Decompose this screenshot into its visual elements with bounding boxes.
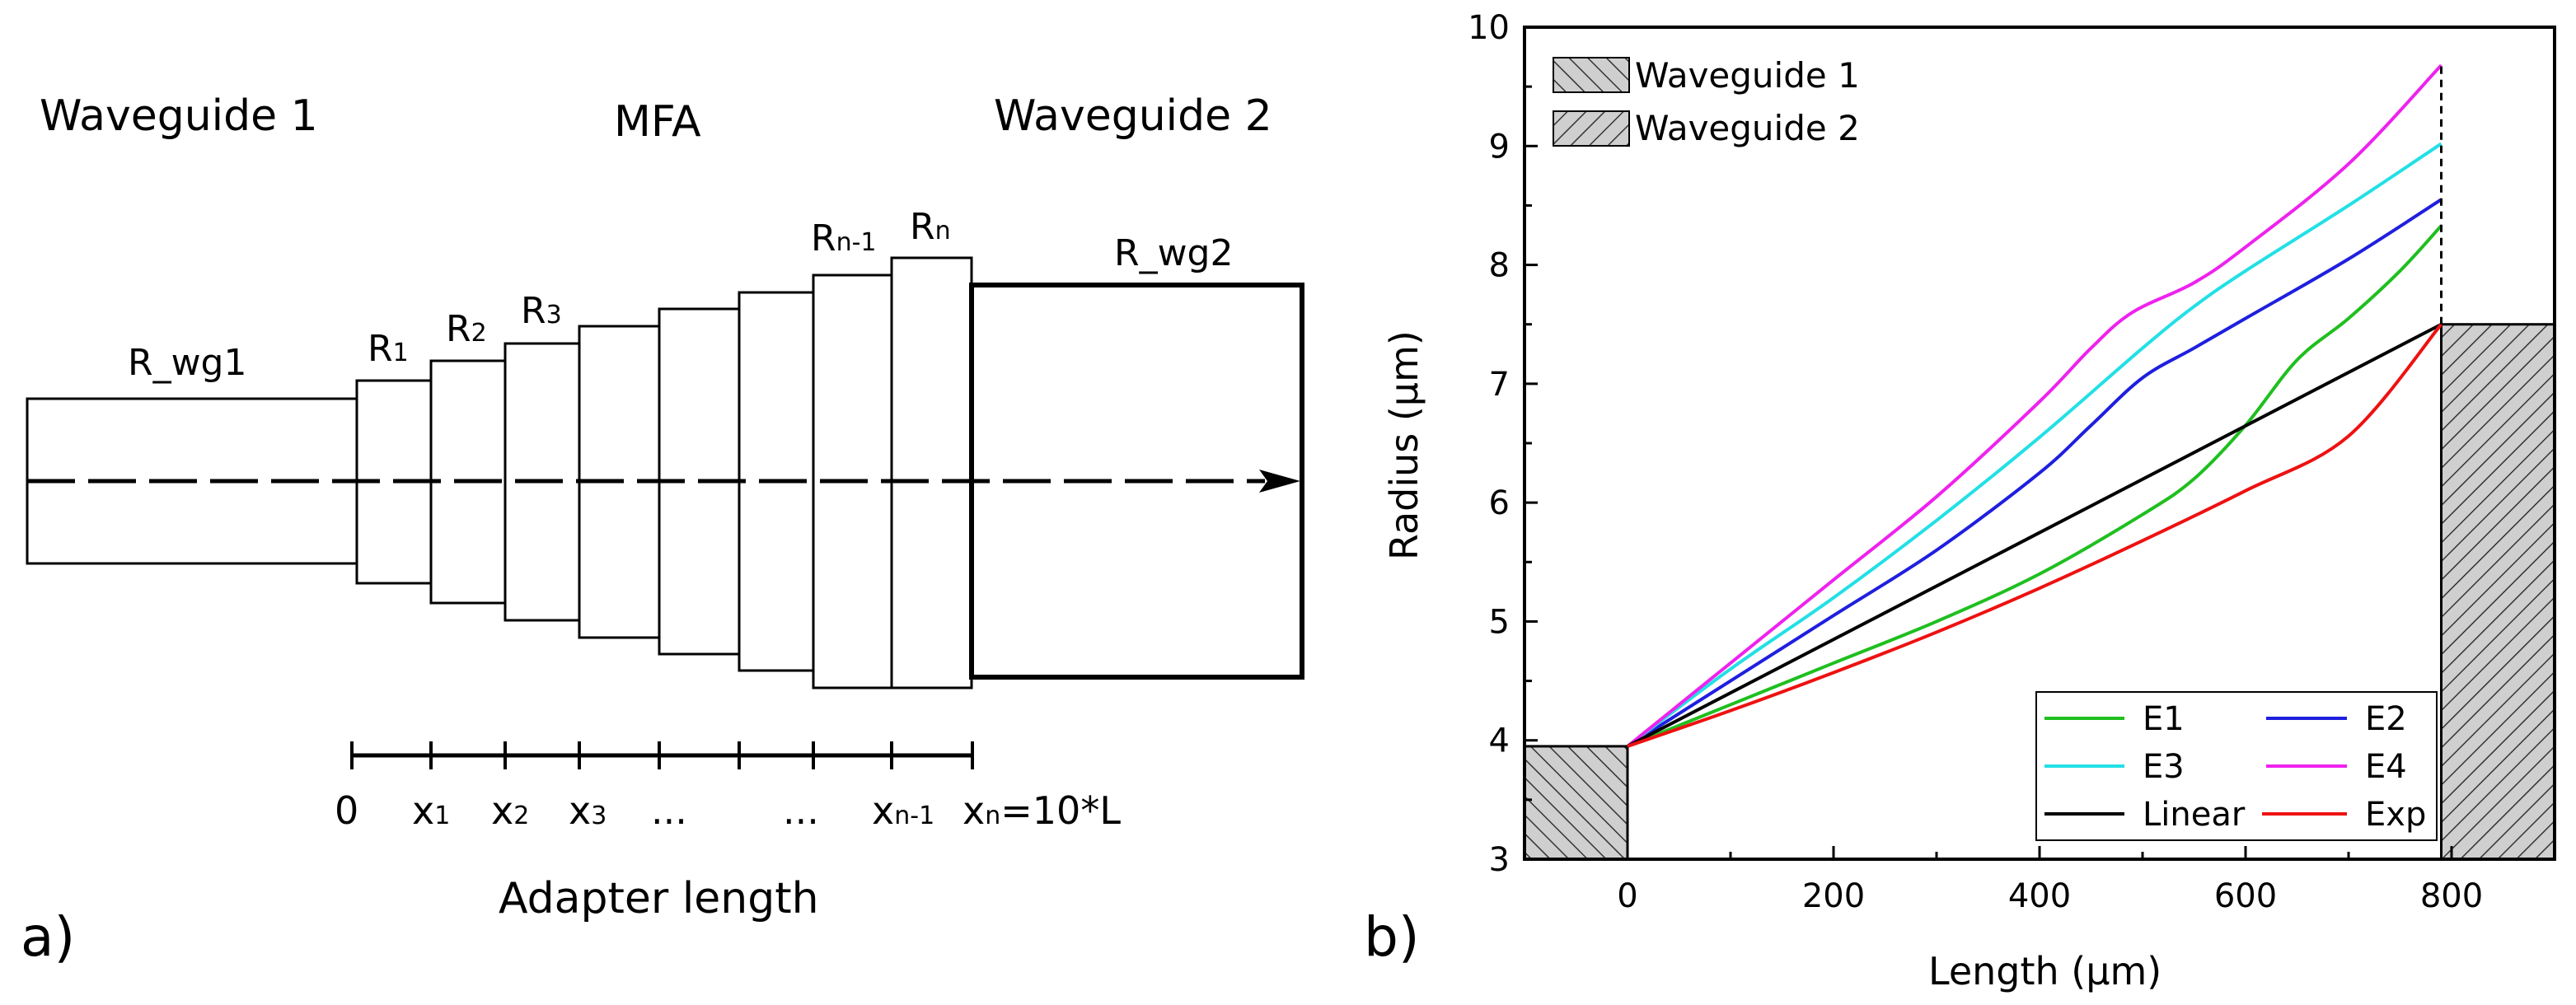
waveguide1-region: [1523, 745, 1629, 861]
y-tick-label: 10: [1468, 9, 1510, 47]
x-tick-label: 200: [1802, 877, 1865, 915]
series-line-linear: [1627, 322, 2443, 748]
panel-a: Waveguide 1 MFA Waveguide 2 R_wg1 R_wg2 …: [21, 91, 1304, 969]
y-tick-label: 7: [1489, 366, 1510, 404]
y-ticks: 3 4 5 6 7 8 9 10: [1468, 9, 1538, 879]
y-tick-label: 6: [1489, 484, 1510, 522]
panel-a-label: a): [21, 905, 75, 969]
adapter-length-title: Adapter length: [499, 874, 819, 923]
legend-linear-label: Linear: [2143, 796, 2246, 834]
r3-label: R3: [521, 290, 562, 332]
series-line-e4: [1626, 63, 2443, 748]
series-line-e2: [1626, 198, 2443, 748]
legend-exp-label: Exp: [2365, 796, 2426, 834]
ruler-label-dots2: ...: [783, 788, 819, 833]
legend-waveguide1-swatch: [1553, 57, 1630, 93]
r2-label: R2: [446, 308, 487, 350]
x-tick-label: 800: [2420, 877, 2483, 915]
y-tick-label: 3: [1489, 841, 1510, 879]
series-layer: [1626, 63, 2443, 748]
y-axis-title: Radius (μm): [1382, 330, 1426, 560]
x-tick-label: 400: [2008, 877, 2071, 915]
y-tick-label: 8: [1489, 247, 1510, 285]
ruler-label-dots1: ...: [651, 788, 687, 833]
panel-b-label: b): [1364, 905, 1420, 969]
legend-e1-label: E1: [2143, 700, 2185, 738]
legend-waveguide1-label: Waveguide 1: [1635, 55, 1860, 96]
ruler-label-xn-1: xn-1: [872, 788, 934, 833]
waveguide2-title: Waveguide 2: [994, 91, 1272, 141]
r1-label: R1: [368, 328, 409, 370]
ruler-label-x1: x1: [412, 788, 450, 833]
y-tick-label: 4: [1489, 722, 1510, 760]
rn-1-label: Rn-1: [811, 217, 877, 259]
mfa-title: MFA: [614, 97, 701, 147]
y-tick-label: 9: [1489, 128, 1510, 166]
series-line-e3: [1626, 142, 2443, 748]
ruler-label-x3: x3: [569, 788, 607, 833]
legend-waveguides: Waveguide 1 Waveguide 2: [1553, 55, 1860, 148]
legend-e4-label: E4: [2365, 748, 2407, 786]
x-tick-label: 600: [2214, 877, 2277, 915]
rn-label: Rn: [910, 206, 951, 248]
x-tick-label: 0: [1617, 877, 1637, 915]
waveguide1-title: Waveguide 1: [40, 91, 318, 141]
series-line-exp: [1627, 323, 2443, 748]
legend-series: E1 E2 E3 E4 Linear Exp: [2035, 691, 2438, 841]
ruler-label-zero: 0: [335, 788, 358, 833]
axis-arrowhead: [1259, 470, 1300, 493]
legend-e3-label: E3: [2143, 748, 2185, 786]
mfa-section: [890, 256, 973, 689]
legend-waveguide2-label: Waveguide 2: [1635, 108, 1860, 148]
r-wg1-label: R_wg1: [128, 342, 246, 384]
r-wg2-label: R_wg2: [1114, 232, 1233, 274]
series-line-e1: [1627, 224, 2443, 748]
x-axis-title: Length (μm): [1928, 949, 2161, 993]
panel-b: b) 0 200 400 600 800 3 4 5 6 7 8 9 10 Length (μm) R…: [1364, 9, 2556, 993]
waveguide2-region: [2440, 323, 2556, 861]
y-tick-label: 5: [1489, 603, 1510, 641]
x-ticks: 0 200 400 600 800: [1523, 846, 2556, 915]
legend-waveguide2-swatch: [1553, 110, 1630, 147]
ruler-ticks: [350, 741, 974, 769]
legend-e2-label: E2: [2365, 700, 2407, 738]
ruler-label-x2: x2: [491, 788, 529, 833]
ruler-label-xn: xn=10*L: [962, 788, 1121, 833]
